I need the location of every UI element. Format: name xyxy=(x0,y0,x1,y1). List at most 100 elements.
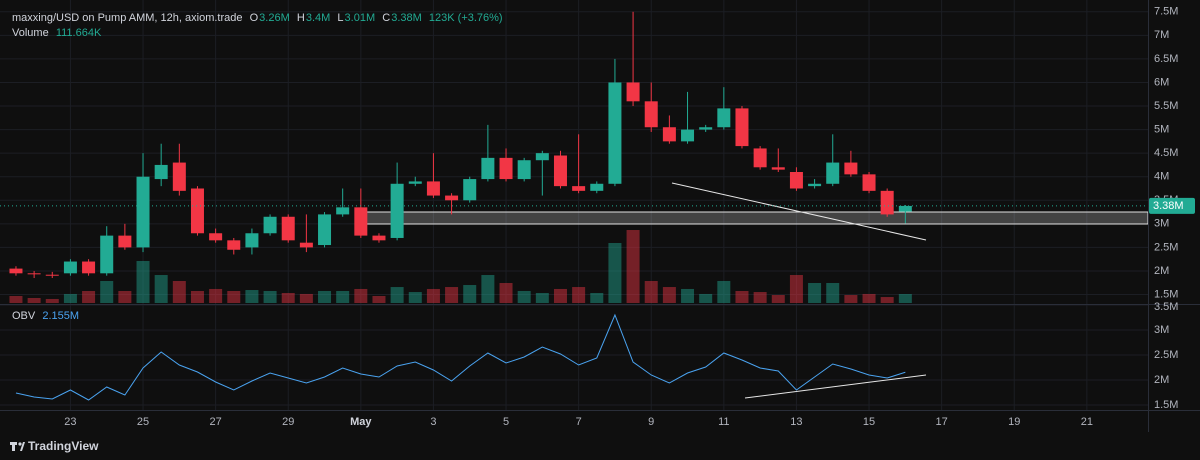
x-tick-label: 11 xyxy=(718,416,729,428)
x-tick-label: 25 xyxy=(137,416,149,428)
candle-body xyxy=(463,179,477,201)
legend-key: H xyxy=(296,12,305,24)
volume-bar xyxy=(299,293,313,303)
x-tick-label: 3 xyxy=(430,416,436,428)
legend-key: OBV xyxy=(12,310,36,322)
candle-body xyxy=(299,242,313,248)
volume-bar xyxy=(826,283,840,303)
volume-bar xyxy=(463,285,477,303)
y-tick-label: 5M xyxy=(1154,123,1169,135)
x-tick-label: 9 xyxy=(648,416,654,428)
volume-bar xyxy=(499,283,513,303)
candle-body xyxy=(517,160,531,180)
zone-box xyxy=(361,211,1149,225)
y-tick-label: 7M xyxy=(1154,29,1169,41)
candle-body xyxy=(898,205,912,212)
legend-value: 111.664K xyxy=(55,27,102,39)
y-tick-label: 2M xyxy=(1154,265,1169,277)
x-tick-label: 13 xyxy=(790,416,802,428)
candle-body xyxy=(63,261,77,274)
logo: TradingView xyxy=(10,439,99,453)
volume-bar xyxy=(245,290,259,303)
candle-body xyxy=(263,216,277,234)
x-tick-label: 29 xyxy=(282,416,294,428)
candle-body xyxy=(27,273,41,275)
candle-body xyxy=(789,171,803,189)
volume-bar xyxy=(880,297,894,303)
y-tick-label: 3M xyxy=(1154,218,1169,230)
candle-body xyxy=(681,129,695,142)
obv-legend: OBV 2.155M xyxy=(12,310,80,322)
volume-bar xyxy=(227,290,241,303)
candle-body xyxy=(245,233,259,248)
volume-bar xyxy=(753,292,767,303)
candle-body xyxy=(172,162,186,191)
x-tick-label: 21 xyxy=(1081,416,1093,428)
obv-line xyxy=(15,313,906,401)
volume-bar xyxy=(408,292,422,303)
candle-body xyxy=(390,183,404,238)
candles-layer xyxy=(0,11,1148,279)
volume-bar xyxy=(336,290,350,303)
y-tick-label: 2.5M xyxy=(1154,241,1178,253)
x-tick-label: 17 xyxy=(936,416,948,428)
candle-body xyxy=(735,108,749,147)
candle-body xyxy=(190,188,204,234)
y-tick-label: 7.5M xyxy=(1154,6,1178,18)
legend-value: 3.01M xyxy=(344,12,376,24)
volume-bar xyxy=(426,288,440,303)
candle-body xyxy=(826,162,840,184)
legend-value: 3.26M xyxy=(259,12,290,24)
volume-bar xyxy=(372,295,386,303)
y-tick-label: 5.5M xyxy=(1154,100,1178,112)
volume-bar xyxy=(82,290,96,303)
candle-body xyxy=(662,127,676,142)
candle-body xyxy=(45,274,59,276)
volume-bar xyxy=(862,293,876,303)
candle-body xyxy=(318,214,332,246)
volume-bar xyxy=(354,288,368,303)
logo-icon xyxy=(12,442,15,451)
volume-bar xyxy=(517,290,531,303)
legend-value: 3.4M xyxy=(305,12,331,24)
y-tick-label: 3.5M xyxy=(1154,301,1178,313)
candle-body xyxy=(118,235,132,248)
volume-bar xyxy=(190,290,204,303)
volume-bar xyxy=(9,295,23,303)
obv-trend-line xyxy=(744,374,927,399)
volume-bar xyxy=(608,243,622,303)
volume-bar xyxy=(136,260,150,303)
brand: TradingView xyxy=(28,439,99,453)
candle-body xyxy=(154,164,168,180)
legend-row: maxxing/USD on Pump AMM, 12h, axiom.trad… xyxy=(12,12,504,24)
logo-icon xyxy=(18,442,22,446)
logo-icon xyxy=(20,442,25,451)
volume-legend: Volume 111.664K xyxy=(12,27,102,39)
volume-bar xyxy=(844,295,858,303)
symbol: maxxing/USD on Pump AMM, 12h, axiom.trad… xyxy=(12,12,243,24)
volume-bar xyxy=(626,230,640,303)
legend-value: 3.38M xyxy=(391,12,422,24)
candle-body xyxy=(608,82,622,184)
x-tick-label: 15 xyxy=(863,416,875,428)
volume-layer xyxy=(9,230,912,303)
volume-bar xyxy=(63,293,77,303)
candle-body xyxy=(426,181,440,196)
candle-body xyxy=(408,181,422,184)
obv-layer xyxy=(15,313,906,401)
volume-bar xyxy=(118,290,132,303)
x-tick-label: 5 xyxy=(503,416,509,428)
candle-body xyxy=(572,186,586,191)
candle-body xyxy=(626,82,640,102)
x-tick-label: 7 xyxy=(576,416,582,428)
y-tick-label: 1.5M xyxy=(1154,288,1178,300)
candle-body xyxy=(336,207,350,215)
candle-body xyxy=(100,235,114,274)
volume-bar xyxy=(263,290,277,303)
candle-body xyxy=(445,195,459,201)
volume-bar xyxy=(644,280,658,303)
volume-bar xyxy=(808,283,822,303)
legend-key: Volume xyxy=(12,27,49,39)
last-price-box xyxy=(1149,197,1195,214)
